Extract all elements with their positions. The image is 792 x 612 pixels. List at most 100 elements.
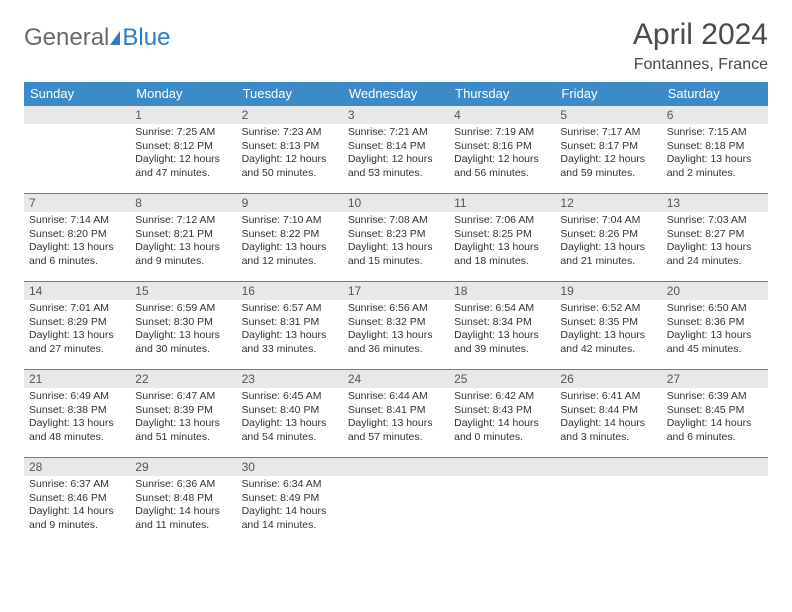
calendar-cell: 17Sunrise: 6:56 AMSunset: 8:32 PMDayligh… <box>343 282 449 370</box>
calendar-cell <box>662 458 768 546</box>
calendar-header-row: SundayMondayTuesdayWednesdayThursdayFrid… <box>24 82 768 106</box>
calendar-row: 1Sunrise: 7:25 AMSunset: 8:12 PMDaylight… <box>24 106 768 194</box>
day-number: 24 <box>343 370 449 388</box>
sunrise-line: Sunrise: 6:54 AM <box>454 302 550 316</box>
calendar-cell: 8Sunrise: 7:12 AMSunset: 8:21 PMDaylight… <box>130 194 236 282</box>
day-number: 1 <box>130 106 236 124</box>
sunrise-line: Sunrise: 7:21 AM <box>348 126 444 140</box>
daylight-line: Daylight: 13 hours and 33 minutes. <box>242 329 338 356</box>
day-detail: Sunrise: 6:54 AMSunset: 8:34 PMDaylight:… <box>449 300 555 361</box>
day-detail: Sunrise: 7:25 AMSunset: 8:12 PMDaylight:… <box>130 124 236 185</box>
sunset-line: Sunset: 8:36 PM <box>667 316 763 330</box>
daylight-line: Daylight: 13 hours and 21 minutes. <box>560 241 656 268</box>
day-number: 20 <box>662 282 768 300</box>
daylight-line: Daylight: 12 hours and 50 minutes. <box>242 153 338 180</box>
calendar-cell <box>24 106 130 194</box>
sunset-line: Sunset: 8:14 PM <box>348 140 444 154</box>
calendar-row: 7Sunrise: 7:14 AMSunset: 8:20 PMDaylight… <box>24 194 768 282</box>
calendar-cell: 29Sunrise: 6:36 AMSunset: 8:48 PMDayligh… <box>130 458 236 546</box>
sunset-line: Sunset: 8:38 PM <box>29 404 125 418</box>
daylight-line: Daylight: 14 hours and 11 minutes. <box>135 505 231 532</box>
calendar-cell: 10Sunrise: 7:08 AMSunset: 8:23 PMDayligh… <box>343 194 449 282</box>
day-number: 14 <box>24 282 130 300</box>
calendar-cell: 15Sunrise: 6:59 AMSunset: 8:30 PMDayligh… <box>130 282 236 370</box>
calendar-cell: 16Sunrise: 6:57 AMSunset: 8:31 PMDayligh… <box>237 282 343 370</box>
day-detail: Sunrise: 6:34 AMSunset: 8:49 PMDaylight:… <box>237 476 343 537</box>
day-detail: Sunrise: 6:36 AMSunset: 8:48 PMDaylight:… <box>130 476 236 537</box>
sunrise-line: Sunrise: 6:39 AM <box>667 390 763 404</box>
sunrise-line: Sunrise: 7:23 AM <box>242 126 338 140</box>
sunset-line: Sunset: 8:49 PM <box>242 492 338 506</box>
calendar-cell: 11Sunrise: 7:06 AMSunset: 8:25 PMDayligh… <box>449 194 555 282</box>
empty-daynum-bar <box>449 458 555 476</box>
daylight-line: Daylight: 13 hours and 9 minutes. <box>135 241 231 268</box>
daylight-line: Daylight: 13 hours and 27 minutes. <box>29 329 125 356</box>
day-detail: Sunrise: 7:14 AMSunset: 8:20 PMDaylight:… <box>24 212 130 273</box>
daylight-line: Daylight: 13 hours and 36 minutes. <box>348 329 444 356</box>
sunrise-line: Sunrise: 7:25 AM <box>135 126 231 140</box>
calendar-cell: 28Sunrise: 6:37 AMSunset: 8:46 PMDayligh… <box>24 458 130 546</box>
title-block: April 2024 Fontannes, France <box>633 18 768 74</box>
day-detail: Sunrise: 7:21 AMSunset: 8:14 PMDaylight:… <box>343 124 449 185</box>
daylight-line: Daylight: 12 hours and 56 minutes. <box>454 153 550 180</box>
logo-triangle-icon <box>110 31 120 45</box>
day-number: 29 <box>130 458 236 476</box>
daylight-line: Daylight: 13 hours and 39 minutes. <box>454 329 550 356</box>
sunset-line: Sunset: 8:31 PM <box>242 316 338 330</box>
calendar-cell: 9Sunrise: 7:10 AMSunset: 8:22 PMDaylight… <box>237 194 343 282</box>
calendar-cell <box>343 458 449 546</box>
day-number: 21 <box>24 370 130 388</box>
calendar-cell: 3Sunrise: 7:21 AMSunset: 8:14 PMDaylight… <box>343 106 449 194</box>
day-number: 16 <box>237 282 343 300</box>
day-detail: Sunrise: 6:45 AMSunset: 8:40 PMDaylight:… <box>237 388 343 449</box>
day-number: 3 <box>343 106 449 124</box>
weekday-header: Tuesday <box>237 82 343 106</box>
sunset-line: Sunset: 8:44 PM <box>560 404 656 418</box>
daylight-line: Daylight: 13 hours and 12 minutes. <box>242 241 338 268</box>
day-detail: Sunrise: 6:41 AMSunset: 8:44 PMDaylight:… <box>555 388 661 449</box>
sunrise-line: Sunrise: 7:12 AM <box>135 214 231 228</box>
day-number: 18 <box>449 282 555 300</box>
sunrise-line: Sunrise: 6:59 AM <box>135 302 231 316</box>
sunset-line: Sunset: 8:13 PM <box>242 140 338 154</box>
sunrise-line: Sunrise: 6:47 AM <box>135 390 231 404</box>
calendar-cell: 6Sunrise: 7:15 AMSunset: 8:18 PMDaylight… <box>662 106 768 194</box>
sunset-line: Sunset: 8:20 PM <box>29 228 125 242</box>
day-detail: Sunrise: 6:44 AMSunset: 8:41 PMDaylight:… <box>343 388 449 449</box>
day-detail: Sunrise: 7:15 AMSunset: 8:18 PMDaylight:… <box>662 124 768 185</box>
day-number: 11 <box>449 194 555 212</box>
day-detail: Sunrise: 7:08 AMSunset: 8:23 PMDaylight:… <box>343 212 449 273</box>
day-detail: Sunrise: 6:42 AMSunset: 8:43 PMDaylight:… <box>449 388 555 449</box>
sunrise-line: Sunrise: 6:56 AM <box>348 302 444 316</box>
sunrise-line: Sunrise: 6:42 AM <box>454 390 550 404</box>
sunrise-line: Sunrise: 6:44 AM <box>348 390 444 404</box>
daylight-line: Daylight: 13 hours and 2 minutes. <box>667 153 763 180</box>
calendar-cell: 26Sunrise: 6:41 AMSunset: 8:44 PMDayligh… <box>555 370 661 458</box>
calendar-cell: 24Sunrise: 6:44 AMSunset: 8:41 PMDayligh… <box>343 370 449 458</box>
day-number: 9 <box>237 194 343 212</box>
sunrise-line: Sunrise: 7:04 AM <box>560 214 656 228</box>
weekday-header: Sunday <box>24 82 130 106</box>
day-number: 22 <box>130 370 236 388</box>
day-number: 5 <box>555 106 661 124</box>
daylight-line: Daylight: 13 hours and 18 minutes. <box>454 241 550 268</box>
sunrise-line: Sunrise: 7:01 AM <box>29 302 125 316</box>
sunrise-line: Sunrise: 6:34 AM <box>242 478 338 492</box>
calendar-cell: 20Sunrise: 6:50 AMSunset: 8:36 PMDayligh… <box>662 282 768 370</box>
sunset-line: Sunset: 8:39 PM <box>135 404 231 418</box>
day-detail: Sunrise: 7:01 AMSunset: 8:29 PMDaylight:… <box>24 300 130 361</box>
day-number: 6 <box>662 106 768 124</box>
day-number: 23 <box>237 370 343 388</box>
calendar-cell <box>449 458 555 546</box>
calendar-cell: 2Sunrise: 7:23 AMSunset: 8:13 PMDaylight… <box>237 106 343 194</box>
header: GeneralBlue April 2024 Fontannes, France <box>24 18 768 74</box>
calendar-cell: 22Sunrise: 6:47 AMSunset: 8:39 PMDayligh… <box>130 370 236 458</box>
daylight-line: Daylight: 13 hours and 54 minutes. <box>242 417 338 444</box>
weekday-header: Saturday <box>662 82 768 106</box>
daylight-line: Daylight: 13 hours and 48 minutes. <box>29 417 125 444</box>
day-number: 30 <box>237 458 343 476</box>
daylight-line: Daylight: 14 hours and 6 minutes. <box>667 417 763 444</box>
sunset-line: Sunset: 8:32 PM <box>348 316 444 330</box>
day-number: 27 <box>662 370 768 388</box>
sunset-line: Sunset: 8:34 PM <box>454 316 550 330</box>
